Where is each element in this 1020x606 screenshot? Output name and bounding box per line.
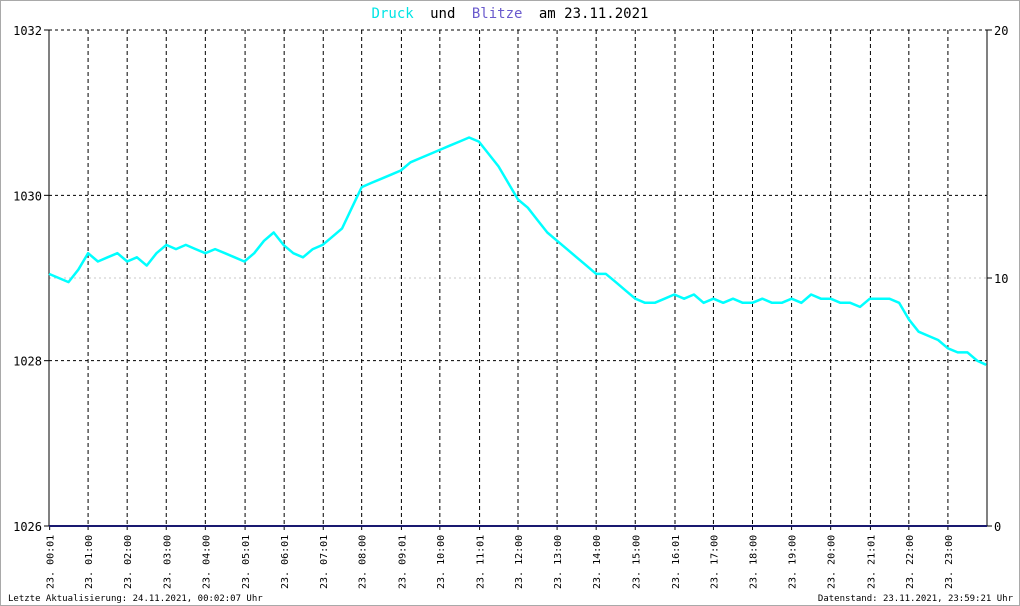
x-tick-label: 23. 01:00 bbox=[84, 535, 95, 589]
right-tick-label: 20 bbox=[994, 24, 1008, 38]
x-tick-label: 23. 04:00 bbox=[201, 535, 212, 589]
x-tick-label: 23. 09:01 bbox=[397, 535, 408, 589]
footer-data-status: Datenstand: 23.11.2021, 23:59:21 Uhr bbox=[818, 594, 1014, 604]
x-tick-label: 23. 02:00 bbox=[123, 535, 134, 589]
left-tick-label: 1026 bbox=[13, 520, 42, 534]
grid bbox=[49, 29, 987, 526]
x-tick-label: 23. 17:00 bbox=[709, 535, 720, 589]
x-tick-label: 23. 11:01 bbox=[476, 535, 487, 589]
x-tick-label: 23. 05:01 bbox=[241, 535, 252, 589]
title-part-und: und bbox=[430, 6, 455, 22]
x-tick-label: 23. 19:00 bbox=[788, 535, 799, 589]
x-tick-label: 23. 16:01 bbox=[671, 535, 682, 589]
x-tick-label: 23. 18:00 bbox=[749, 535, 760, 589]
x-tick-label: 23. 14:00 bbox=[592, 535, 603, 589]
x-tick-label: 23. 20:00 bbox=[827, 535, 838, 589]
x-tick-label: 23. 22:00 bbox=[905, 535, 916, 589]
x-tick-label: 23. 23:00 bbox=[944, 535, 955, 589]
axes bbox=[44, 29, 992, 530]
series bbox=[48, 136, 987, 527]
chart-title: Druck und Blitze am 23.11.2021 bbox=[372, 6, 649, 22]
right-tick-label: 0 bbox=[994, 520, 1001, 534]
x-tick-label: 23. 00:01 bbox=[46, 535, 57, 589]
left-tick-label: 1030 bbox=[13, 189, 42, 203]
x-tick-label: 23. 15:00 bbox=[631, 535, 642, 589]
x-tick-label: 23. 03:00 bbox=[162, 535, 173, 589]
x-tick-label: 23. 08:00 bbox=[358, 535, 369, 589]
left-tick-label: 1028 bbox=[13, 355, 42, 369]
title-part-blitze: Blitze bbox=[472, 6, 523, 22]
right-tick-label: 10 bbox=[994, 272, 1008, 286]
x-tick-label: 23. 07:01 bbox=[319, 535, 330, 589]
title-part-druck: Druck bbox=[372, 6, 415, 22]
tick-labels: 1026 1028 1030 1032 0 10 20 23. 00:01 23. 01:00 2… bbox=[13, 24, 1008, 589]
x-tick-label: 23. 12:00 bbox=[514, 535, 525, 589]
x-tick-label: 23. 06:01 bbox=[280, 535, 291, 589]
x-tick-label: 23. 21:01 bbox=[866, 535, 877, 589]
x-tick-label: 23. 13:00 bbox=[553, 535, 564, 589]
x-tick-label: 23. 10:00 bbox=[436, 535, 447, 589]
footer-last-update: Letzte Aktualisierung: 24.11.2021, 00:02… bbox=[8, 594, 263, 604]
title-part-date: am 23.11.2021 bbox=[539, 6, 649, 22]
series-line-druck bbox=[48, 136, 987, 366]
left-tick-label: 1032 bbox=[13, 24, 42, 38]
